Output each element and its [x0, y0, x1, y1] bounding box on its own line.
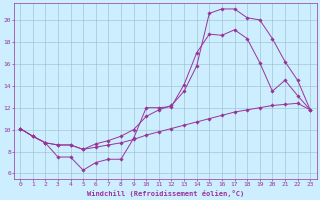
X-axis label: Windchill (Refroidissement éolien,°C): Windchill (Refroidissement éolien,°C)	[86, 190, 244, 197]
